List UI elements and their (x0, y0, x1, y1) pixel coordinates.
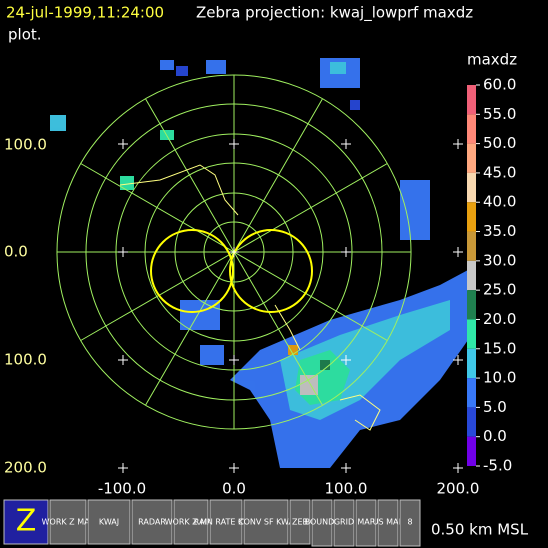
toolbar-icon[interactable]: KWAJ (87, 499, 131, 545)
colorbar-label: 55.0 (483, 105, 516, 123)
icon-frame[interactable] (49, 499, 87, 545)
icon-frame[interactable] (87, 499, 131, 545)
toolbar-icon[interactable]: MAP (355, 499, 377, 547)
x-axis-label: 100.0 (325, 480, 368, 498)
colorbar-segment (467, 260, 476, 291)
colorbar-label: 35.0 (483, 222, 516, 240)
icon-label[interactable]: BOUNDS (305, 518, 340, 527)
icon-label[interactable]: RAIN RATE KWAJ (194, 518, 258, 527)
x-axis-label: -100.0 (98, 480, 146, 498)
colorbar-segment (467, 143, 476, 173)
icon-label[interactable]: MAP (357, 518, 374, 527)
icon-label[interactable]: WORK Z MAP (42, 518, 95, 527)
colorbar-segment (467, 319, 476, 349)
colorbar-label: 50.0 (483, 134, 516, 152)
colorbar-label: 20.0 (483, 310, 516, 328)
colorbar-segment (467, 231, 476, 261)
radar-echoes (50, 58, 468, 468)
colorbar-label: 5.0 (483, 398, 507, 416)
icon-label[interactable]: US MAP (373, 518, 404, 527)
icon-label[interactable]: WORK Z MAP (165, 518, 218, 527)
colorbar-label: 15.0 (483, 339, 516, 357)
icon-label[interactable]: RADAR (138, 518, 166, 527)
colorbar-label: -5.0 (483, 457, 512, 475)
toolbar-icon[interactable]: GRID (333, 499, 355, 547)
icon-frame[interactable] (399, 499, 421, 547)
icon-frame[interactable] (209, 499, 243, 545)
plus-markers (118, 139, 463, 473)
icon-frame[interactable] (377, 499, 399, 547)
colorbar-label: 10.0 (483, 369, 516, 387)
colorbar-segment (467, 290, 476, 320)
icon-frame[interactable] (173, 499, 209, 545)
toolbar-icon[interactable]: US MAP (373, 499, 404, 547)
colorbar-label: 40.0 (483, 193, 516, 211)
colorbar-label: 0.0 (483, 427, 507, 445)
icon-frame[interactable] (289, 499, 311, 545)
icon-frame[interactable] (355, 499, 377, 547)
colorbar-segment (467, 172, 476, 203)
icon-label[interactable]: GRID (334, 518, 354, 527)
toolbar-icon[interactable]: CONV SF KWA (238, 499, 295, 545)
toolbar-icon[interactable]: Z (3, 499, 49, 545)
icon-frame[interactable] (311, 499, 333, 547)
y-axis-label: 200.0 (4, 459, 47, 477)
icon-frame[interactable] (131, 499, 173, 545)
icon-frame[interactable] (333, 499, 355, 547)
icon-label[interactable]: 8 (407, 518, 412, 527)
status-text: 0.50 km MSL (431, 521, 529, 539)
toolbar-icon[interactable]: WORK Z MAP (165, 499, 218, 545)
toolbar-icon[interactable]: ZEB (289, 499, 311, 545)
colorbar-field: maxdz (467, 51, 517, 69)
colorbar-segment (467, 85, 476, 115)
colorbar-segment (467, 114, 476, 144)
toolbar-icon[interactable]: RAIN RATE KWAJ (194, 499, 258, 545)
toolbar-icon[interactable]: WORK Z MAP (42, 499, 95, 545)
toolbar-icon[interactable]: 8 (399, 499, 421, 547)
coastline (119, 164, 381, 431)
icon-label[interactable]: Z (16, 504, 37, 539)
icon-label[interactable]: KWAJ (99, 518, 119, 527)
y-axis-label: 100.0 (4, 136, 47, 154)
radar-coverage (150, 229, 313, 313)
colorbar-label: 45.0 (483, 163, 516, 181)
icon-label[interactable]: CONV SF KWA (238, 518, 295, 527)
timestamp: 24-jul-1999,11:24:00 (6, 4, 164, 22)
colorbar-label: 30.0 (483, 251, 516, 269)
colorbar-segment (467, 348, 476, 379)
y-axis-label: 100.0 (4, 351, 47, 369)
colorbar-segment (467, 436, 476, 466)
icon-frame[interactable] (243, 499, 289, 545)
toolbar-icon[interactable]: RADAR (131, 499, 173, 545)
title-cont: plot. (8, 26, 42, 44)
colorbar-label: 25.0 (483, 281, 516, 299)
title: Zebra projection: kwaj_lowprf maxdz (196, 4, 473, 23)
colorbar-segment (467, 407, 476, 437)
icon-label[interactable]: ZEB (292, 518, 308, 527)
icon-frame[interactable] (3, 499, 49, 545)
x-axis-label: 0.0 (222, 480, 246, 498)
colorbar-segment (467, 378, 476, 408)
toolbar-icon[interactable]: BOUNDS (305, 499, 340, 547)
y-axis-label: 0.0 (4, 243, 28, 261)
x-axis-label: 200.0 (437, 480, 480, 498)
colorbar-label: 60.0 (483, 76, 516, 94)
colorbar-segment (467, 202, 476, 232)
